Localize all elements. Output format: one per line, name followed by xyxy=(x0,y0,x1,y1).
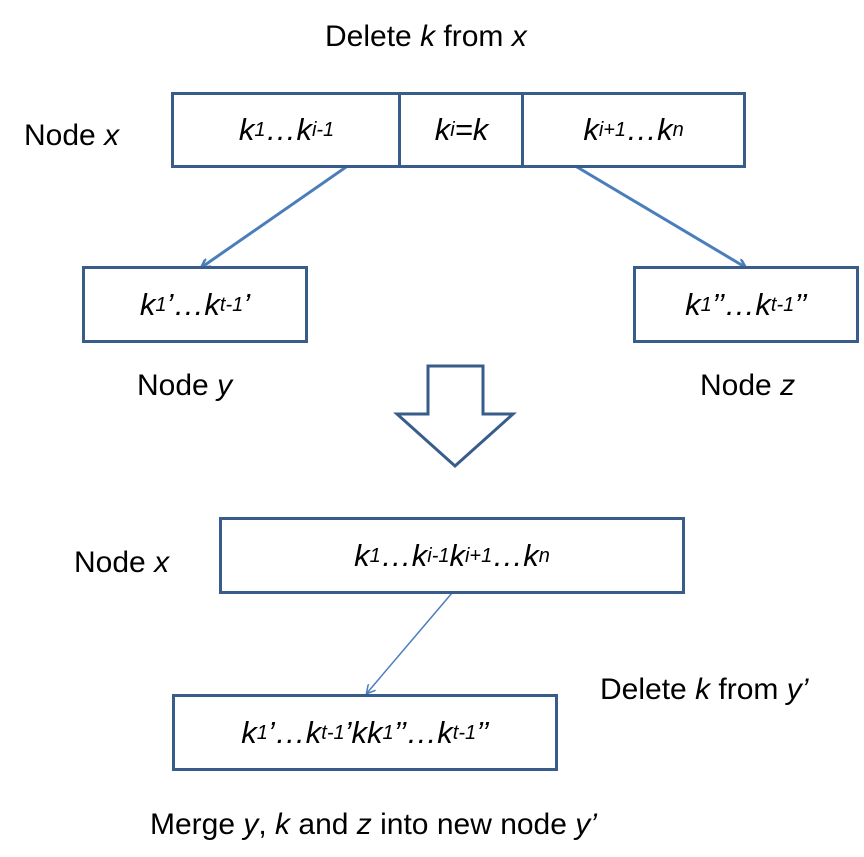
arrow-to-merged-node xyxy=(367,592,453,693)
cell-divider xyxy=(521,95,524,165)
delete-from-y-prime-label: Delete k from y’ xyxy=(600,673,809,706)
merge-caption: Merge y, k and z into new node y’ xyxy=(150,808,597,841)
node-z-keys: k 1’’… k t-1’’ xyxy=(685,286,807,322)
new-node-x-label: Node x xyxy=(74,546,170,579)
merged-node-keys: k 1’… k t-1’ kk 1’’… k t-1’’ xyxy=(241,714,489,750)
cell-divider xyxy=(398,95,401,165)
new-node-x-keys: k 1… k i-1 k i+1… k n xyxy=(354,537,550,573)
node-x-label: Node x xyxy=(24,119,120,152)
node-y-keys: k 1’… k t-1’ xyxy=(139,286,251,322)
node-z-label: Node z xyxy=(700,369,796,402)
keys-left-cell: k 1… k i-1 xyxy=(238,112,335,147)
node-y-box: k 1’… k t-1’ xyxy=(82,266,308,343)
node-x-box: k 1… k i-1 k i =k k i+1… k n xyxy=(171,92,746,168)
node-z-box: k 1’’… k t-1’’ xyxy=(633,266,859,343)
keys-right-cell: k i+1… k n xyxy=(583,112,684,147)
merged-node-box: k 1’… k t-1’ kk 1’’… k t-1’’ xyxy=(172,694,558,771)
key-ki-cell: k i =k xyxy=(434,112,489,147)
node-y-label: Node y xyxy=(137,369,233,402)
new-node-x-box: k 1… k i-1 k i+1… k n xyxy=(219,517,685,594)
down-transform-arrow xyxy=(393,364,517,469)
diagram-title: Delete k from x xyxy=(325,20,527,53)
